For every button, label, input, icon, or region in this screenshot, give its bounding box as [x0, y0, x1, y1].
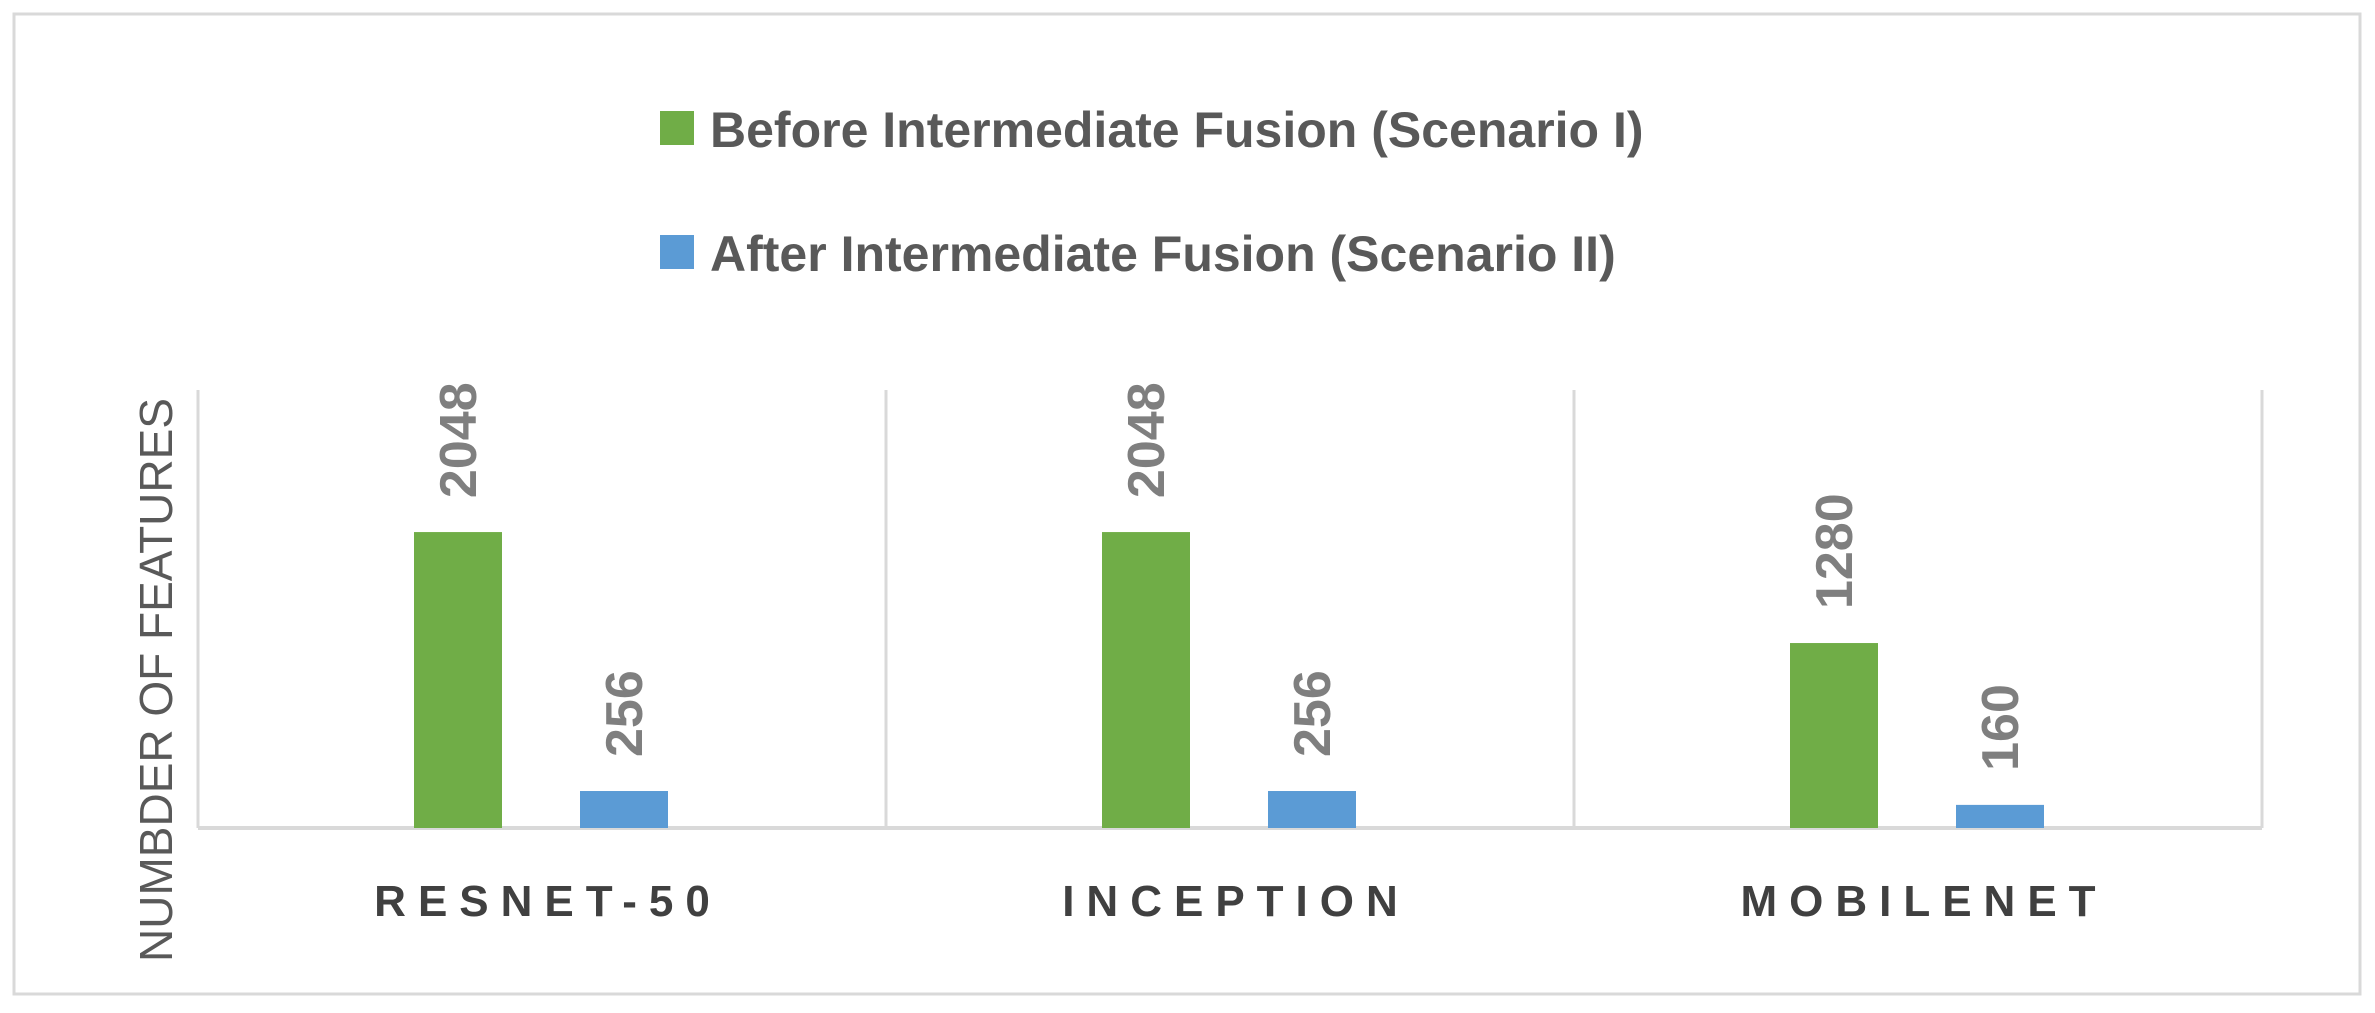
category-label-mobilenet: MOBILENET — [1740, 877, 2107, 926]
bar-inception-before — [1102, 532, 1190, 828]
legend-item-before: Before Intermediate Fusion (Scenario I) — [660, 102, 1644, 158]
data-label-mobilenet-after: 160 — [1972, 684, 2030, 771]
data-label-inception-after: 256 — [1284, 670, 1342, 757]
bar-resnet-50-after — [580, 791, 668, 828]
legend-swatch-after — [660, 235, 694, 269]
data-label-resnet-50-after: 256 — [596, 670, 654, 757]
bar-mobilenet-after — [1956, 804, 2044, 828]
bar-mobilenet-before — [1790, 643, 1878, 828]
legend-swatch-before — [660, 111, 694, 145]
category-label-inception: INCEPTION — [1062, 877, 1410, 926]
data-label-resnet-50-before: 2048 — [430, 382, 488, 498]
category-label-resnet-50: RESNET-50 — [374, 877, 722, 926]
legend-item-after: After Intermediate Fusion (Scenario II) — [660, 226, 1616, 282]
chart-border — [12, 12, 2362, 996]
plot-area: 2048 256 RESNET-50 2048 256 INCEPTION 1280 160 M… — [196, 382, 2264, 926]
y-axis-label: NUMBDER OF FEATURES — [130, 398, 182, 962]
data-label-mobilenet-before: 1280 — [1806, 493, 1864, 609]
data-label-inception-before: 2048 — [1118, 382, 1176, 498]
bar-inception-after — [1268, 791, 1356, 828]
legend: Before Intermediate Fusion (Scenario I) … — [660, 102, 1644, 282]
legend-label-after: After Intermediate Fusion (Scenario II) — [710, 226, 1616, 282]
legend-label-before: Before Intermediate Fusion (Scenario I) — [710, 102, 1644, 158]
bar-resnet-50-before — [414, 532, 502, 828]
